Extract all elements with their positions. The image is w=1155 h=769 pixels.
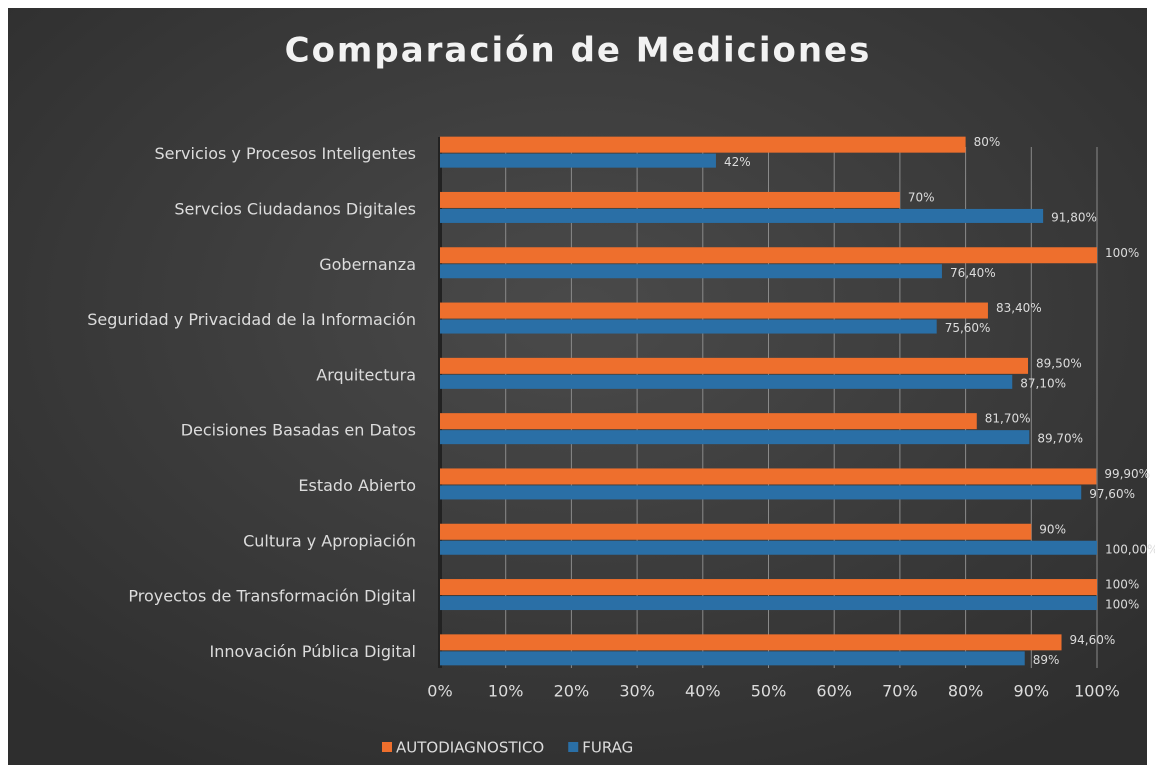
x-tick-label: 20% (554, 682, 590, 701)
x-tick-label: 10% (488, 682, 524, 701)
value-label: 100% (1105, 578, 1139, 592)
y-tick-label: Gobernanza (319, 255, 416, 274)
value-label: 89% (1033, 653, 1060, 667)
value-label: 99,90% (1104, 467, 1150, 481)
x-tick-label: 40% (685, 682, 721, 701)
x-tick-label: 100% (1074, 682, 1120, 701)
bar (440, 485, 1082, 500)
x-tick-label: 80% (948, 682, 984, 701)
x-tick-label: 90% (1014, 682, 1050, 701)
bar (440, 634, 1062, 651)
x-tick-label: 60% (816, 682, 852, 701)
y-tick-label: Arquitectura (316, 365, 416, 384)
y-tick-label: Cultura y Apropiación (243, 531, 416, 550)
value-label: 90% (1039, 522, 1066, 536)
bar (440, 357, 1029, 374)
value-label: 75,60% (945, 321, 991, 335)
value-label: 89,50% (1036, 356, 1082, 370)
bar (440, 208, 1044, 223)
value-label: 100% (1105, 246, 1139, 260)
y-tick-label: Seguridad y Privacidad de la Información (87, 310, 416, 329)
bar (440, 430, 1030, 445)
bar (440, 191, 900, 208)
value-label: 42% (724, 155, 751, 169)
value-label: 97,60% (1089, 487, 1135, 501)
bar (440, 523, 1032, 540)
value-label: 76,40% (950, 266, 996, 280)
bar (440, 136, 966, 153)
bar (440, 413, 977, 430)
x-tick-label: 0% (427, 682, 452, 701)
x-tick-label: 70% (882, 682, 918, 701)
legend-swatch (382, 742, 392, 752)
value-label: 70% (908, 190, 935, 204)
legend-swatch (568, 742, 579, 752)
value-label: 94,60% (1070, 633, 1116, 647)
y-tick-label: Decisiones Basadas en Datos (181, 421, 416, 440)
y-tick-label: Estado Abierto (298, 476, 416, 495)
value-label: 89,70% (1037, 432, 1083, 446)
bar (440, 319, 937, 334)
y-tick-label: Proyectos de Transformación Digital (128, 587, 416, 606)
bar (440, 579, 1097, 596)
value-label: 83,40% (996, 301, 1042, 315)
bar (440, 468, 1097, 485)
value-label: 80% (974, 135, 1001, 149)
y-tick-label: Innovación Pública Digital (210, 642, 416, 661)
value-label: 91,80% (1051, 210, 1097, 224)
bar (440, 374, 1013, 389)
bar (440, 264, 942, 279)
legend-label: FURAG (582, 739, 633, 757)
bar (440, 540, 1097, 555)
y-tick-label: Servicios y Procesos Inteligentes (154, 144, 416, 163)
x-tick-label: 30% (619, 682, 655, 701)
value-label: 81,70% (985, 412, 1031, 426)
legend-label: AUTODIAGNOSTICO (396, 739, 544, 757)
value-label: 87,10% (1020, 376, 1066, 390)
value-label: 100% (1105, 598, 1139, 612)
x-tick-label: 50% (751, 682, 787, 701)
value-label: 100,00% (1105, 542, 1155, 556)
chart-title: Comparación de Mediciones (285, 31, 872, 71)
bar (440, 153, 716, 168)
bar (440, 247, 1097, 264)
bar (440, 651, 1025, 666)
bar (440, 302, 988, 319)
bar (440, 596, 1097, 611)
y-tick-label: Servcios Ciudadanos Digitales (174, 199, 416, 218)
